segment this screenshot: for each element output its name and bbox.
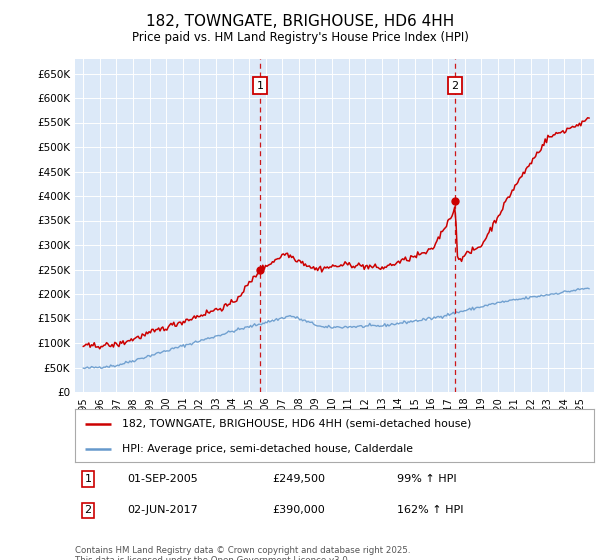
Text: 99% ↑ HPI: 99% ↑ HPI <box>397 474 457 484</box>
Text: 162% ↑ HPI: 162% ↑ HPI <box>397 505 463 515</box>
Text: 182, TOWNGATE, BRIGHOUSE, HD6 4HH: 182, TOWNGATE, BRIGHOUSE, HD6 4HH <box>146 14 454 29</box>
Text: 01-SEP-2005: 01-SEP-2005 <box>127 474 197 484</box>
Text: 1: 1 <box>85 474 91 484</box>
Text: 02-JUN-2017: 02-JUN-2017 <box>127 505 197 515</box>
Text: £249,500: £249,500 <box>272 474 325 484</box>
Text: 2: 2 <box>451 81 458 91</box>
Text: 1: 1 <box>257 81 264 91</box>
Text: 182, TOWNGATE, BRIGHOUSE, HD6 4HH (semi-detached house): 182, TOWNGATE, BRIGHOUSE, HD6 4HH (semi-… <box>122 419 471 429</box>
Text: £390,000: £390,000 <box>272 505 325 515</box>
Text: Contains HM Land Registry data © Crown copyright and database right 2025.
This d: Contains HM Land Registry data © Crown c… <box>75 546 410 560</box>
Text: Price paid vs. HM Land Registry's House Price Index (HPI): Price paid vs. HM Land Registry's House … <box>131 31 469 44</box>
Text: 2: 2 <box>85 505 92 515</box>
Text: HPI: Average price, semi-detached house, Calderdale: HPI: Average price, semi-detached house,… <box>122 444 413 454</box>
